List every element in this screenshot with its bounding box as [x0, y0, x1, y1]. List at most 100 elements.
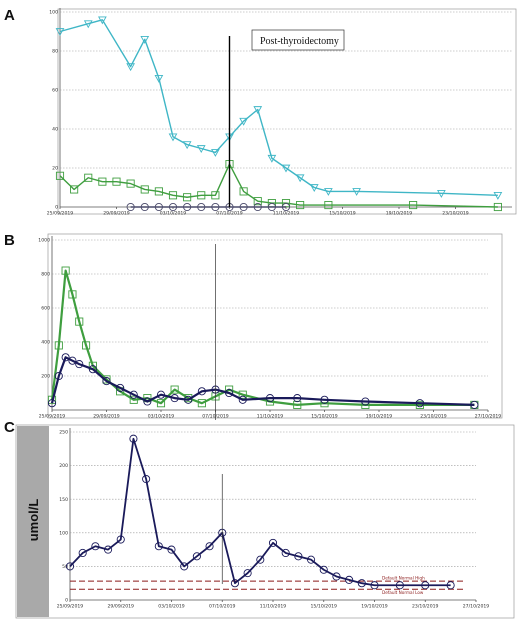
- data-point: [61, 266, 70, 275]
- data-point: [211, 149, 220, 157]
- data-point: [55, 28, 65, 37]
- data-point: [83, 20, 93, 29]
- data-point: [205, 542, 214, 551]
- data-point: [225, 388, 234, 398]
- y-tick-label: 100: [59, 530, 68, 536]
- data-point: [70, 185, 79, 194]
- panel-b: B 200 400 600 800 1000 25/09/2019 29/09/2019 0…: [4, 232, 503, 420]
- data-point: [61, 353, 70, 362]
- data-point: [129, 390, 138, 399]
- data-point: [256, 555, 265, 564]
- x-tick-label: 03/10/2019: [158, 604, 185, 610]
- data-point: [437, 190, 446, 198]
- data-point: [253, 197, 262, 206]
- data-point: [319, 565, 328, 574]
- y-tick-label: 60: [52, 88, 58, 94]
- data-point: [126, 179, 135, 188]
- data-point: [183, 202, 192, 212]
- data-point: [409, 200, 418, 210]
- data-point: [167, 545, 176, 554]
- y-tick-label: 20: [52, 166, 58, 172]
- data-point: [421, 581, 430, 590]
- data-point: [154, 187, 163, 196]
- data-point: [91, 542, 100, 551]
- x-tick-label: 29/09/2019: [108, 604, 135, 610]
- y-tick-label: 80: [52, 49, 58, 55]
- data-point: [268, 538, 278, 547]
- data-point: [75, 360, 84, 369]
- x-tick-label: 23/10/2019: [412, 604, 439, 610]
- data-point: [493, 191, 503, 200]
- data-point: [320, 395, 329, 404]
- x-tick-label: 19/10/2019: [386, 211, 413, 217]
- panel-b-label: B: [4, 232, 15, 249]
- data-point: [239, 202, 248, 212]
- x-tick-label: 29/09/2019: [93, 414, 120, 420]
- x-tick-label: 11/10/2019: [260, 604, 287, 610]
- data-point: [324, 200, 333, 210]
- x-tick-label: 15/10/2019: [311, 414, 338, 420]
- panel-b-gridlines: [51, 236, 488, 411]
- data-point: [239, 117, 248, 126]
- x-tick-label: 15/10/2019: [329, 211, 356, 217]
- data-point: [168, 133, 178, 142]
- panel-c-label: C: [4, 419, 15, 436]
- panel-c-x-ticks: 25/09/2019 29/09/2019 03/10/2019 07/10/2019…: [57, 600, 489, 610]
- data-point: [230, 579, 239, 588]
- data-point: [116, 383, 125, 392]
- y-tick-label: 200: [59, 463, 68, 469]
- data-point: [129, 434, 138, 443]
- data-point: [307, 555, 316, 564]
- data-point: [265, 394, 275, 403]
- data-point: [98, 16, 107, 25]
- data-point: [197, 191, 206, 200]
- data-point: [446, 581, 455, 590]
- y-tick-label: 150: [59, 497, 68, 503]
- x-tick-label: 19/10/2019: [366, 414, 393, 420]
- y-tick-label: 600: [41, 306, 50, 312]
- data-point: [184, 395, 193, 404]
- data-point: [197, 387, 206, 396]
- data-point: [238, 395, 247, 404]
- x-tick-label: 11/10/2019: [257, 414, 284, 420]
- data-point: [126, 202, 135, 212]
- y-tick-label: 250: [59, 430, 68, 436]
- panel-b-x-ticks: 25/09/201929/09/201903/10/201907/10/2019…: [39, 410, 502, 420]
- x-tick-label: 25/09/2019: [47, 211, 74, 217]
- x-tick-label: 03/10/2019: [160, 211, 187, 217]
- y-tick-label: 800: [41, 272, 50, 278]
- data-point: [415, 399, 424, 408]
- data-point: [170, 394, 179, 403]
- data-point: [168, 202, 178, 212]
- data-point: [192, 552, 201, 561]
- series-line: [59, 163, 498, 208]
- y-tick-label: 100: [49, 10, 58, 16]
- panel-a-frame: [57, 8, 517, 215]
- x-tick-label: 07/10/2019: [216, 211, 243, 217]
- x-tick-label: 23/10/2019: [420, 414, 447, 420]
- data-point: [182, 141, 192, 150]
- data-point: [357, 579, 366, 588]
- y-tick-label: 50: [62, 564, 68, 570]
- data-point: [140, 185, 149, 194]
- panel-a-series: [55, 16, 503, 212]
- data-point: [47, 395, 57, 404]
- x-tick-label: 19/10/2019: [361, 604, 388, 610]
- data-point: [267, 202, 276, 212]
- data-point: [281, 164, 291, 173]
- data-point: [140, 35, 150, 44]
- data-point: [296, 200, 305, 210]
- data-point: [293, 394, 302, 403]
- x-tick-label: 07/10/2019: [209, 604, 236, 610]
- data-point: [156, 399, 166, 408]
- data-point: [361, 397, 370, 406]
- panel-b-y-ticks: 200 400 600 800 1000: [38, 238, 50, 380]
- data-point: [309, 184, 319, 193]
- x-tick-label: 27/10/2019: [475, 414, 502, 420]
- data-point: [370, 581, 379, 590]
- data-point: [54, 371, 63, 381]
- data-point: [68, 356, 77, 365]
- y-tick-label: 1000: [38, 238, 50, 244]
- data-point: [295, 174, 305, 183]
